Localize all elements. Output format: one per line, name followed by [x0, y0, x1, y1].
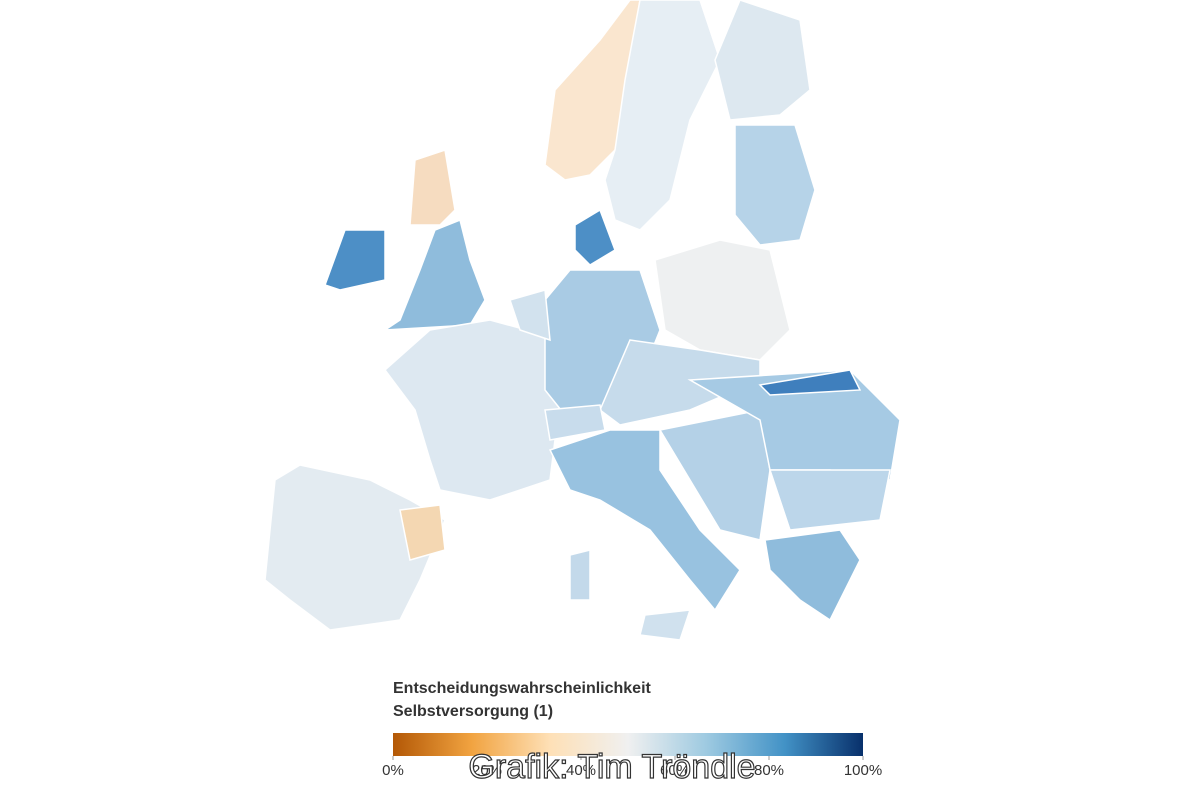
region: [768, 469, 891, 531]
region: [734, 124, 816, 246]
legend-title: Selbstversorgung (1): [393, 703, 553, 720]
region: [382, 218, 486, 331]
region: [399, 504, 446, 561]
credit: Grafik: Tim Tröndle: [468, 748, 755, 786]
region: [548, 429, 741, 612]
tick-label: 60%: [660, 762, 690, 779]
tick-label: 0%: [382, 762, 404, 779]
region: [574, 208, 616, 266]
region: [569, 549, 591, 601]
region: [264, 464, 446, 631]
region: [764, 529, 861, 622]
region: [639, 609, 692, 641]
region: [544, 404, 606, 441]
legend-title: Entscheidungswahrscheinlichkeit: [393, 680, 652, 697]
legend: Entscheidungswahrscheinlichkeit Selbstve…: [382, 680, 882, 779]
tick-label: 40%: [566, 762, 596, 779]
tick-label: 20%: [472, 762, 502, 779]
map: [264, 0, 901, 641]
region: [509, 289, 551, 342]
region: [714, 0, 811, 121]
tick-label: 80%: [754, 762, 784, 779]
region: [383, 319, 561, 501]
region: [324, 229, 386, 291]
region: [409, 149, 456, 226]
region: [654, 239, 791, 361]
region: [604, 0, 721, 231]
color-bar: [393, 733, 863, 756]
region: [758, 369, 862, 396]
tick-label: 100%: [844, 762, 882, 779]
